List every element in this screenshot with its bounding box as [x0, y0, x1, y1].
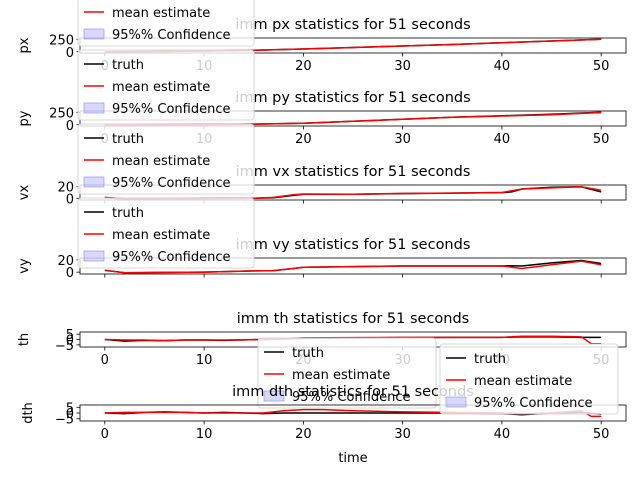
legend-box [439, 343, 619, 415]
legend-label: truth [112, 132, 144, 147]
y-axis-label: dth [21, 402, 36, 424]
y-tick-label: 0 [66, 46, 74, 61]
y-tick-label: 20 [57, 181, 74, 196]
legend-swatch [263, 390, 285, 402]
legend-label: mean estimate [292, 368, 390, 383]
chart-title: imm vy statistics for 51 seconds [236, 237, 471, 253]
legend-label: truth [112, 58, 144, 73]
legend-swatch [83, 176, 105, 188]
chart-title: imm vx statistics for 51 seconds [236, 164, 471, 180]
chart-title: imm dth statistics for 51 seconds [232, 384, 474, 400]
legend-swatch [83, 102, 105, 114]
y-tick-label: 0 [66, 266, 74, 281]
x-tick-label: 30 [394, 427, 411, 442]
legend-box [77, 123, 255, 195]
x-tick-label: 50 [593, 427, 610, 442]
y-axis-label: py [17, 110, 32, 126]
x-tick-label: 40 [494, 132, 511, 147]
legend: truth mean estimate 95%% Confidence [257, 337, 437, 409]
legend-label: mean estimate [474, 374, 572, 389]
x-tick-label: 30 [394, 132, 411, 147]
legend-label: 95%% Confidence [292, 390, 410, 405]
x-tick-label: 50 [593, 59, 610, 74]
y-tick-label: 0 [66, 334, 74, 349]
legend-label: 95%% Confidence [474, 396, 592, 411]
y-axis-label: px [17, 37, 32, 53]
chart-title: imm th statistics for 51 seconds [237, 311, 470, 327]
y-tick-label: 5 [66, 328, 74, 343]
legend: truth mean estimate 95%% Confidence [77, 49, 255, 121]
x-tick-label: 10 [196, 427, 213, 442]
legend-label: mean estimate [112, 80, 210, 95]
y-tick-label: 250 [49, 106, 74, 121]
x-tick-label: 50 [593, 132, 610, 147]
y-tick-label: 0 [66, 119, 74, 134]
legend-label: 95%% Confidence [112, 102, 230, 117]
x-axis-label: time [338, 451, 367, 466]
legend-swatch [83, 28, 105, 40]
legend: truth mean estimate 95%% Confidence [439, 343, 619, 415]
subplot-0: 010203040500250pximm px statistics for 5… [17, 0, 627, 74]
y-axis-label: th [17, 333, 32, 346]
chart-title: imm px statistics for 51 seconds [235, 17, 470, 33]
legend: truth mean estimate 95%% Confidence [77, 123, 255, 195]
legend-label: mean estimate [112, 228, 210, 243]
legend-label: truth [474, 352, 506, 367]
x-tick-label: 0 [101, 353, 109, 368]
x-tick-label: 0 [101, 427, 109, 442]
series-line-mean-estimate [104, 260, 602, 274]
legend-box [77, 197, 255, 269]
x-tick-label: 10 [196, 353, 213, 368]
legend-label: 95%% Confidence [112, 250, 230, 265]
legend-label: mean estimate [112, 154, 210, 169]
legend-box [77, 49, 255, 121]
legend-box [257, 337, 437, 409]
y-tick-label: 0 [66, 407, 74, 422]
legend-label: 95%% Confidence [112, 176, 230, 191]
x-tick-label: 40 [494, 59, 511, 74]
y-tick-label: −5 [55, 413, 74, 428]
x-tick-label: 20 [295, 59, 312, 74]
y-tick-label: 20 [57, 254, 74, 269]
x-tick-label: 20 [295, 427, 312, 442]
legend-label: truth [292, 346, 324, 361]
x-tick-label: 30 [394, 59, 411, 74]
y-axis-label: vy [17, 258, 32, 274]
y-tick-label: 0 [66, 192, 74, 207]
legend-swatch [445, 396, 467, 408]
legend-label: mean estimate [112, 6, 210, 21]
legend-box [77, 0, 255, 47]
y-axis-label: vx [17, 185, 32, 201]
chart-title: imm py statistics for 51 seconds [235, 90, 470, 106]
legend-label: truth [112, 206, 144, 221]
legend-label: 95%% Confidence [112, 28, 230, 43]
legend-swatch [83, 250, 105, 262]
y-tick-label: 5 [66, 401, 74, 416]
x-tick-label: 40 [494, 427, 511, 442]
x-tick-label: 20 [295, 132, 312, 147]
y-tick-label: −5 [55, 339, 74, 354]
legend: truth mean estimate 95%% Confidence [77, 197, 255, 269]
y-tick-label: 250 [49, 33, 74, 48]
subplot-1: 010203040500250pyimm py statistics for 5… [17, 49, 627, 147]
